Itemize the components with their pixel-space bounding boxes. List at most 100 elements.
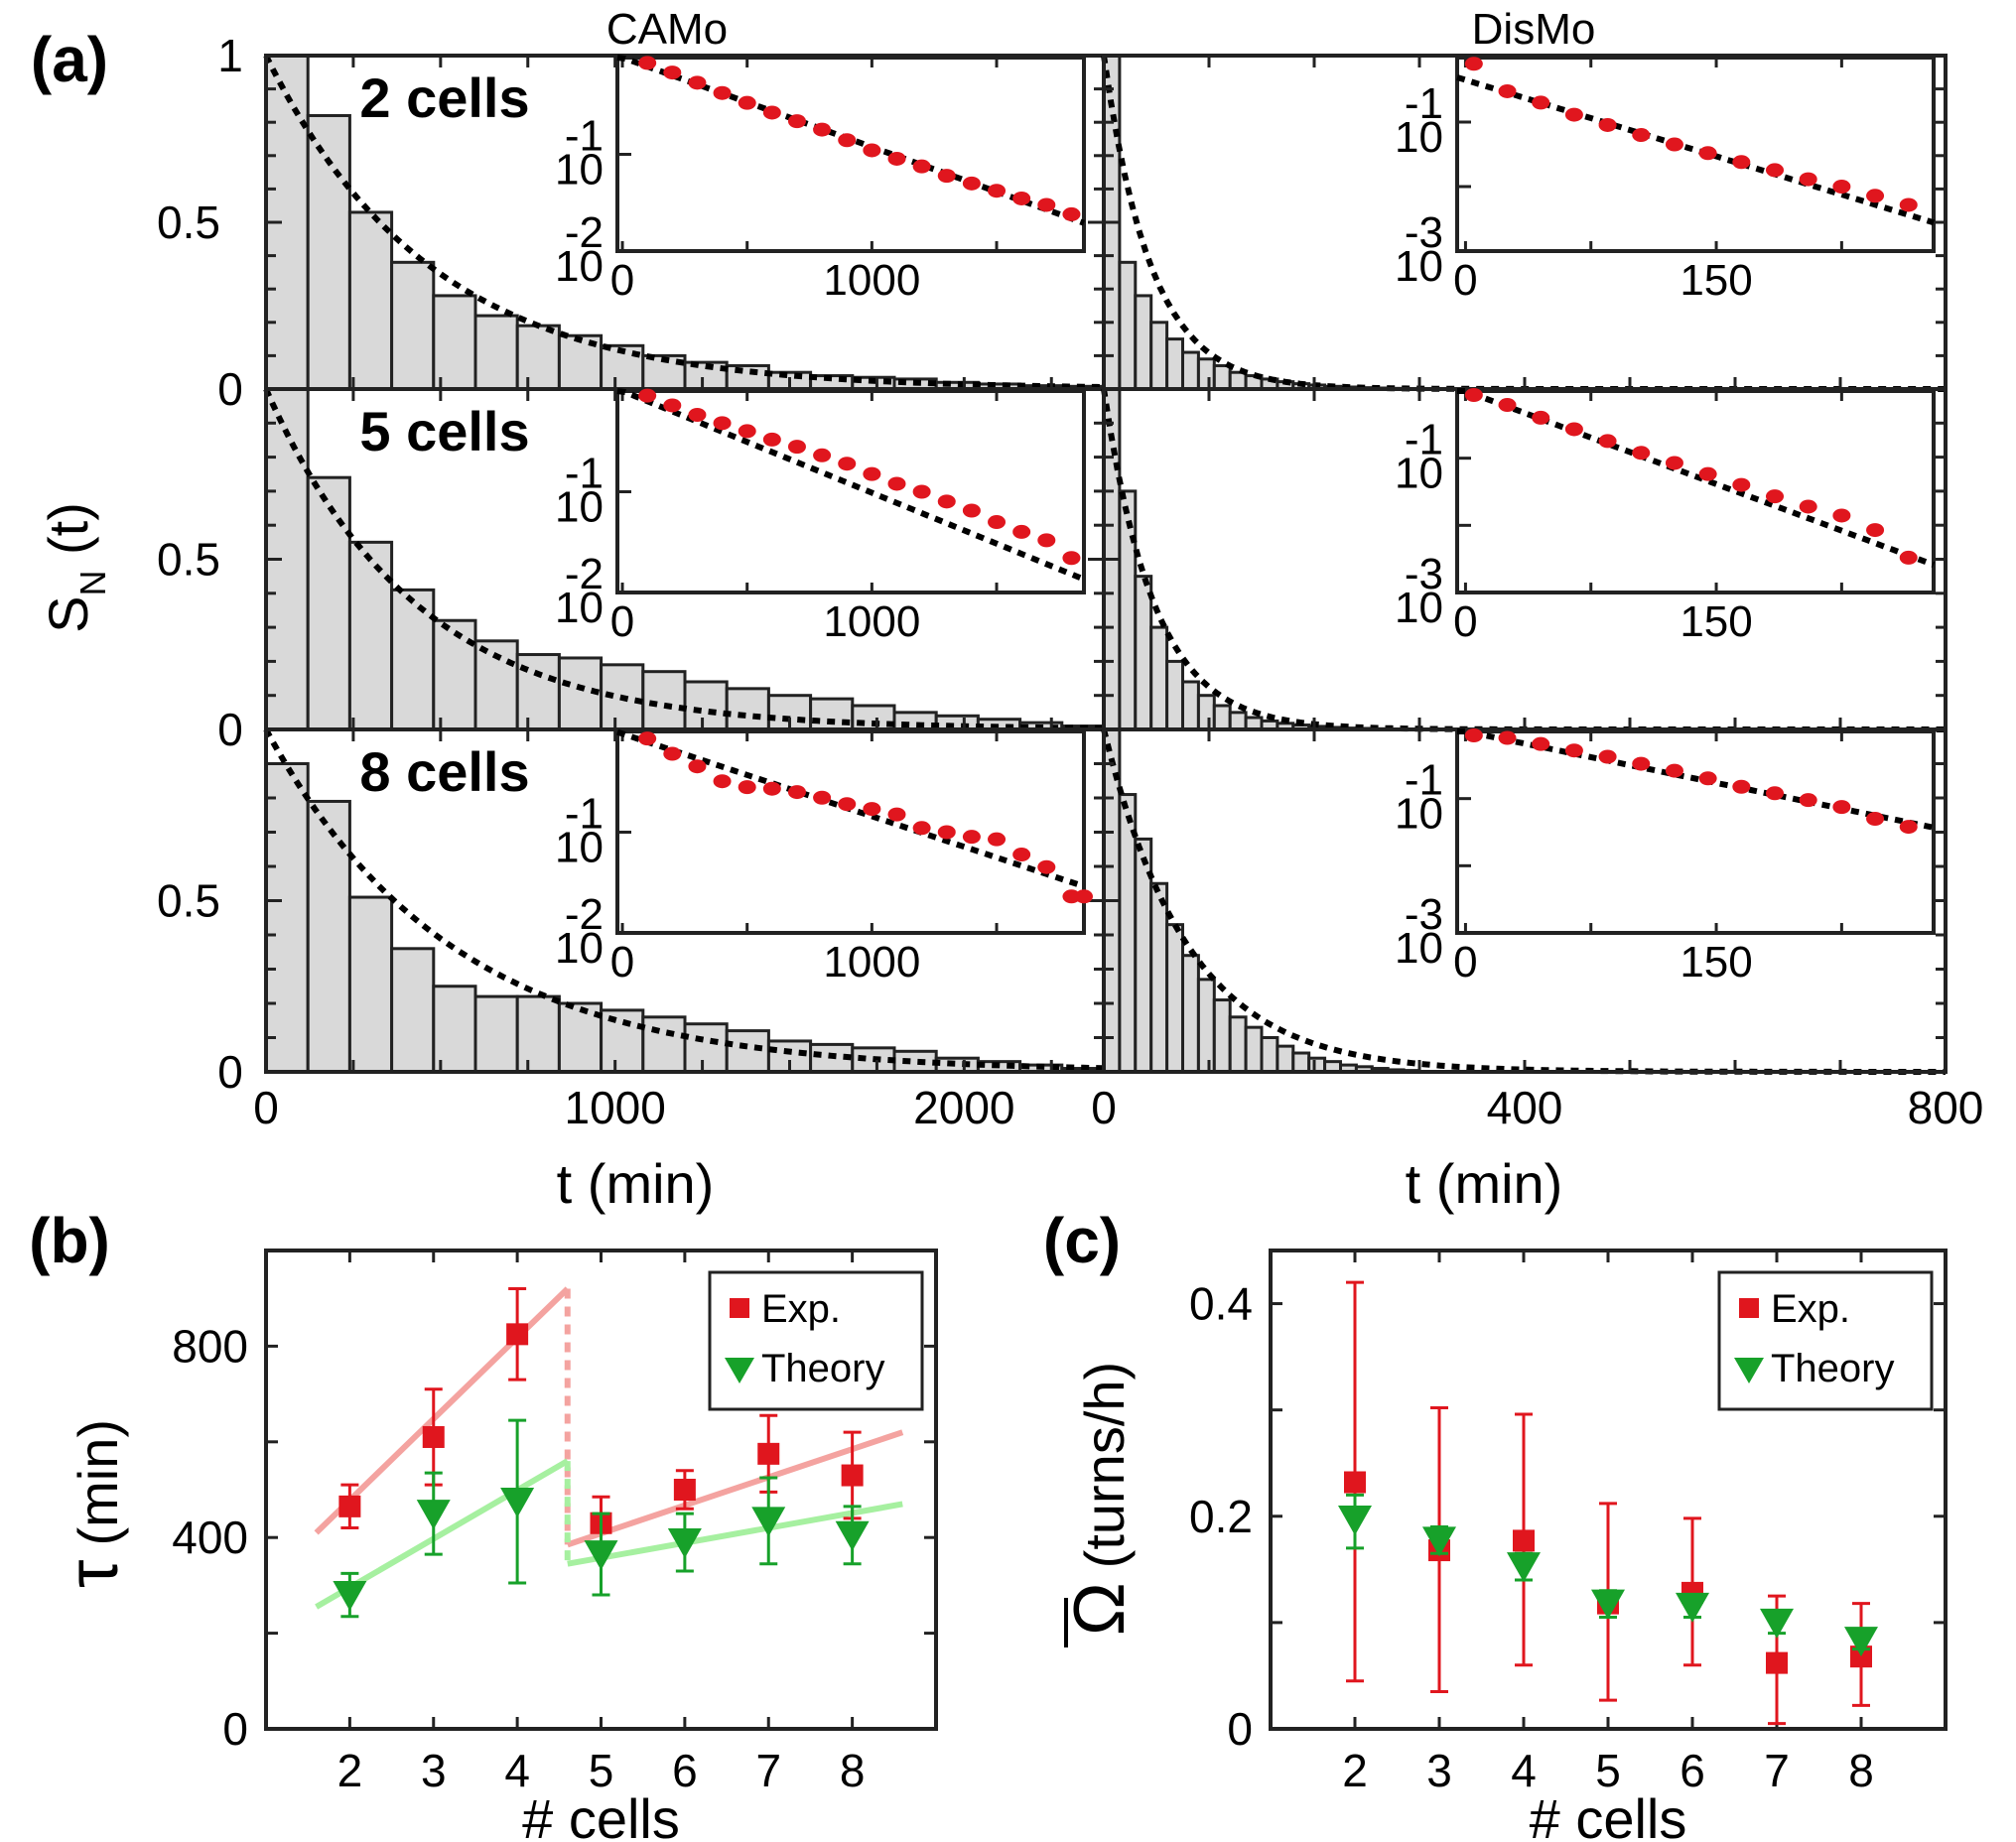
inset-data-point bbox=[762, 432, 781, 447]
histogram-bar bbox=[515, 994, 561, 1074]
y-tick-label: 0 bbox=[217, 704, 243, 755]
inset-data-point bbox=[1766, 786, 1784, 801]
inset-data-point bbox=[1832, 180, 1851, 194]
inset-data-point bbox=[988, 515, 1007, 530]
inset-data-point bbox=[1598, 117, 1617, 132]
inset-data-point bbox=[1698, 771, 1717, 786]
trend-line bbox=[567, 1501, 903, 1567]
inset-data-point bbox=[1799, 499, 1817, 514]
y-axis-unit: (turns/h) bbox=[1073, 1362, 1136, 1569]
inset-data-point bbox=[787, 785, 806, 800]
inset-data-point bbox=[762, 105, 781, 120]
y-tick-label: 0.5 bbox=[157, 875, 220, 927]
inset-frame bbox=[615, 389, 1086, 594]
y-tick-label: 0.4 bbox=[1189, 1278, 1253, 1330]
inset-data-point bbox=[1564, 422, 1583, 437]
histogram-bar bbox=[1134, 294, 1153, 391]
histogram-bar bbox=[934, 714, 980, 731]
inset-data-point bbox=[787, 114, 806, 129]
histogram-bar bbox=[1228, 1015, 1248, 1074]
inset-y-tick-exponent: -1 bbox=[565, 790, 604, 839]
x-tick-label: 800 bbox=[1908, 1082, 1984, 1133]
inset-data-point bbox=[1732, 779, 1751, 794]
theory-data-point bbox=[667, 1528, 702, 1559]
inset-frame bbox=[615, 729, 1086, 935]
x-tick-label: 8 bbox=[840, 1745, 866, 1796]
y-axis-label-rest: (t) bbox=[37, 502, 99, 570]
histogram-bar bbox=[1118, 260, 1138, 391]
histogram-bar bbox=[683, 1022, 729, 1074]
theory-data-point bbox=[584, 1540, 618, 1571]
inset-data-point bbox=[688, 75, 707, 90]
inset-x-tick-label: 150 bbox=[1680, 938, 1752, 987]
inset-data-point bbox=[713, 416, 732, 431]
histogram-bar bbox=[1165, 659, 1184, 731]
y-axis-label-main: S bbox=[37, 596, 99, 633]
theory-data-point bbox=[751, 1507, 786, 1537]
x-tick-label: 3 bbox=[1426, 1745, 1452, 1796]
inset-data-point bbox=[1564, 743, 1583, 758]
legend-exp-label: Exp. bbox=[761, 1287, 841, 1331]
x-tick-label: 0 bbox=[1091, 1082, 1117, 1133]
inset-data-point bbox=[863, 802, 881, 817]
legend-theory-label: Theory bbox=[1771, 1347, 1895, 1390]
inset-data-point bbox=[1012, 191, 1031, 205]
x-tick-label: 5 bbox=[589, 1745, 614, 1796]
panel-b: (b) 2 3 4 5 6 7 8 0 400 800 Exp. Theory # cells τ (min) bbox=[29, 1205, 938, 1842]
histogram-bar bbox=[1228, 370, 1248, 391]
panel-c: (c) 2 3 4 5 6 7 8 0 0.2 0.4 Exp. Theory # cells Ω (turn… bbox=[1043, 1205, 1948, 1842]
inset-y-tick-label: 10 bbox=[1395, 924, 1443, 973]
inset-data-point bbox=[1532, 95, 1550, 110]
inset-data-point bbox=[937, 169, 956, 184]
histogram-bar bbox=[1212, 704, 1232, 731]
inset-y-tick-exponent: -1 bbox=[565, 450, 604, 498]
inset-data-point bbox=[1598, 749, 1617, 764]
inset-data-point bbox=[988, 184, 1007, 198]
inset-data-point bbox=[738, 424, 756, 439]
inset-data-point bbox=[937, 494, 956, 509]
y-tick-label: 1 bbox=[217, 30, 243, 81]
histogram-bar bbox=[1165, 923, 1184, 1074]
inset-x-tick-label: 0 bbox=[610, 938, 634, 987]
inset-data-point bbox=[1062, 889, 1081, 904]
inset-data-point bbox=[962, 830, 981, 845]
inset-data-point bbox=[1632, 756, 1651, 771]
inset-data-point bbox=[1498, 730, 1517, 745]
exponential-fit-line bbox=[1101, 728, 1946, 1075]
inset-data-point bbox=[1532, 736, 1550, 751]
inset-frame bbox=[1455, 729, 1936, 935]
inset-y-tick-exponent: -2 bbox=[565, 208, 604, 257]
histogram-bar bbox=[1291, 1051, 1311, 1074]
histogram-bar bbox=[600, 1008, 645, 1074]
x-tick-label: 7 bbox=[755, 1745, 781, 1796]
y-axis-label: SN (t) bbox=[37, 502, 113, 633]
exp-data-point bbox=[1850, 1645, 1872, 1668]
histogram-bar bbox=[1165, 337, 1184, 391]
inset-data-point bbox=[688, 759, 707, 774]
inset-frame bbox=[615, 56, 1086, 253]
inset-data-point bbox=[1665, 763, 1683, 778]
inset-y-tick-exponent: -3 bbox=[1405, 550, 1443, 598]
y-axis-label: Ω (turns/h) bbox=[1060, 1362, 1140, 1636]
theory-data-point bbox=[1338, 1505, 1372, 1535]
theory-data-point bbox=[1507, 1552, 1541, 1583]
inset-data-point bbox=[688, 408, 707, 423]
inset-data-point bbox=[1732, 155, 1751, 170]
histogram-bar bbox=[1196, 357, 1216, 391]
x-tick-label: 4 bbox=[1511, 1745, 1537, 1796]
histogram-bar bbox=[1181, 680, 1200, 731]
histogram-bar bbox=[390, 947, 436, 1074]
inset-data-point bbox=[1532, 410, 1550, 425]
histogram-bar bbox=[683, 680, 729, 731]
histogram-bar bbox=[347, 210, 394, 391]
y-axis-label: τ (min) bbox=[54, 1419, 133, 1588]
inset-data-point bbox=[1766, 489, 1784, 504]
x-tick-label: 2 bbox=[1342, 1745, 1368, 1796]
y-axis-symbol: τ bbox=[54, 1560, 133, 1588]
